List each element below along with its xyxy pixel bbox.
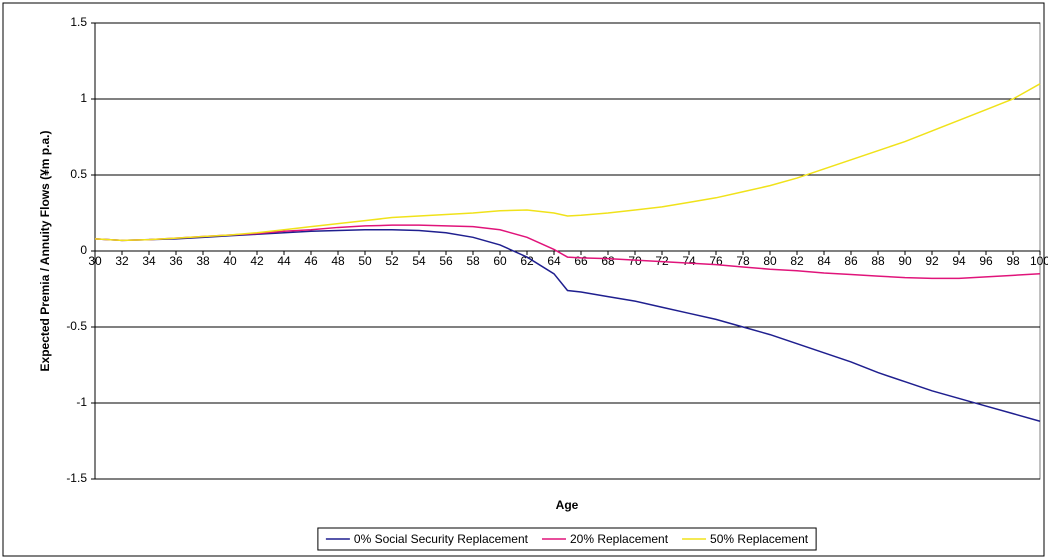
x-tick-label: 30 xyxy=(88,254,102,268)
x-tick-label: 62 xyxy=(520,254,534,268)
y-tick-label: -0.5 xyxy=(66,319,87,333)
legend-label: 20% Replacement xyxy=(570,532,669,546)
y-tick-label: -1 xyxy=(76,395,87,409)
y-axis-label: Expected Premia / Annuity Flows (¥m p.a.… xyxy=(38,131,52,372)
x-tick-label: 98 xyxy=(1006,254,1020,268)
x-tick-label: 42 xyxy=(250,254,264,268)
x-tick-label: 58 xyxy=(466,254,480,268)
x-tick-label: 48 xyxy=(331,254,345,268)
legend-label: 50% Replacement xyxy=(710,532,809,546)
y-tick-label: 0 xyxy=(80,243,87,257)
x-tick-label: 86 xyxy=(844,254,858,268)
x-tick-label: 84 xyxy=(817,254,831,268)
x-tick-label: 96 xyxy=(979,254,993,268)
x-tick-label: 60 xyxy=(493,254,507,268)
x-tick-label: 44 xyxy=(277,254,291,268)
x-tick-label: 66 xyxy=(574,254,588,268)
x-tick-label: 64 xyxy=(547,254,561,268)
x-tick-label: 38 xyxy=(196,254,210,268)
x-tick-label: 94 xyxy=(952,254,966,268)
x-tick-label: 100 xyxy=(1030,254,1048,268)
x-tick-label: 80 xyxy=(763,254,777,268)
series-line xyxy=(94,83,1041,242)
x-tick-label: 78 xyxy=(736,254,750,268)
x-tick-label: 54 xyxy=(412,254,426,268)
series-line xyxy=(94,224,1041,280)
x-tick-label: 88 xyxy=(871,254,885,268)
x-tick-label: 68 xyxy=(601,254,615,268)
x-tick-label: 82 xyxy=(790,254,804,268)
series-line xyxy=(94,228,1041,422)
x-tick-label: 56 xyxy=(439,254,453,268)
y-tick-label: 0.5 xyxy=(70,167,87,181)
y-tick-label: 1.5 xyxy=(70,15,87,29)
x-tick-label: 36 xyxy=(169,254,183,268)
y-tick-label: -1.5 xyxy=(66,471,87,485)
legend-box xyxy=(317,527,817,551)
x-tick-label: 90 xyxy=(898,254,912,268)
x-tick-label: 92 xyxy=(925,254,939,268)
x-tick-label: 32 xyxy=(115,254,129,268)
x-tick-label: 70 xyxy=(628,254,642,268)
x-tick-label: 52 xyxy=(385,254,399,268)
x-tick-label: 46 xyxy=(304,254,318,268)
x-tick-label: 74 xyxy=(682,254,696,268)
x-axis-label: Age xyxy=(556,498,579,512)
legend-label: 0% Social Security Replacement xyxy=(354,532,529,546)
y-tick-label: 1 xyxy=(80,91,87,105)
x-tick-label: 40 xyxy=(223,254,237,268)
x-tick-label: 50 xyxy=(358,254,372,268)
x-tick-label: 76 xyxy=(709,254,723,268)
x-tick-label: 34 xyxy=(142,254,156,268)
